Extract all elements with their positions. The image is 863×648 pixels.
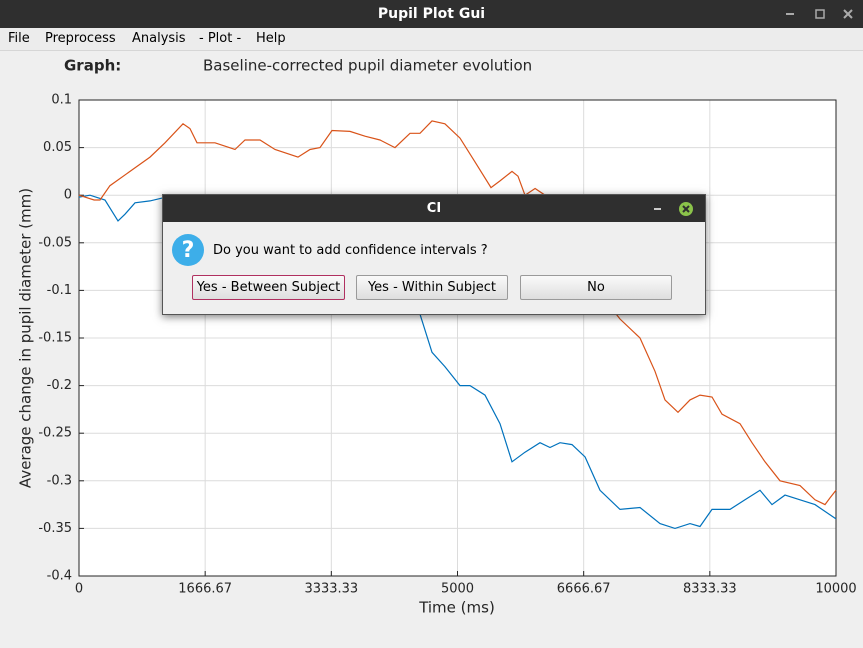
dialog-title: CI <box>163 195 705 222</box>
menu-bar: File Preprocess Analysis - Plot - Help <box>0 28 863 51</box>
chart-title: Baseline-corrected pupil diameter evolut… <box>203 57 532 75</box>
x-tick-label: 8333.33 <box>683 582 737 597</box>
x-tick-label: 0 <box>75 582 83 597</box>
question-icon: ? <box>172 234 204 266</box>
window-controls <box>786 9 853 19</box>
maximize-button[interactable] <box>815 9 825 19</box>
y-tick-label: -0.4 <box>47 569 72 584</box>
y-axis-label: Average change in pupil diameter (mm) <box>17 188 35 488</box>
dialog-close[interactable] <box>679 202 693 216</box>
x-tick-label: 6666.67 <box>557 582 611 597</box>
y-tick-label: -0.3 <box>47 473 72 488</box>
close-button[interactable] <box>843 9 853 19</box>
y-tick-label: -0.05 <box>38 235 72 250</box>
x-axis-label: Time (ms) <box>418 599 495 617</box>
dialog-button[interactable]: Yes - Between Subject <box>192 275 345 300</box>
x-tick-label: 10000 <box>815 582 856 597</box>
menu-item[interactable]: Help <box>256 31 286 46</box>
y-tick-label: -0.2 <box>47 378 72 393</box>
x-tick-label: 5000 <box>441 582 474 597</box>
data-line <box>78 120 837 506</box>
menu-item[interactable]: - Plot - <box>199 31 242 46</box>
axes-box <box>78 99 837 577</box>
graph-label: Graph: <box>64 57 121 75</box>
y-tick-label: -0.25 <box>38 426 72 441</box>
x-tick-label: 3333.33 <box>304 582 358 597</box>
window-title: Pupil Plot Gui <box>0 0 863 28</box>
menu-item[interactable]: File <box>8 31 30 46</box>
dialog-controls <box>654 202 693 216</box>
dialog: CI ? Do you want to add confidence inter… <box>162 194 706 315</box>
menu-item[interactable]: Analysis <box>132 31 186 46</box>
y-tick-label: 0 <box>64 188 72 203</box>
dialog-message: Do you want to add confidence intervals … <box>213 243 488 258</box>
y-tick-label: -0.35 <box>38 521 72 536</box>
menu-item[interactable]: Preprocess <box>45 31 116 46</box>
x-tick-label: 1666.67 <box>178 582 232 597</box>
y-tick-label: -0.15 <box>38 331 72 346</box>
svg-text:?: ? <box>182 238 195 263</box>
y-tick-label: -0.1 <box>47 283 72 298</box>
dialog-button[interactable]: Yes - Within Subject <box>356 275 508 300</box>
dialog-button[interactable]: No <box>520 275 672 300</box>
y-tick-label: 0.1 <box>51 93 72 108</box>
y-tick-label: 0.05 <box>43 140 72 155</box>
